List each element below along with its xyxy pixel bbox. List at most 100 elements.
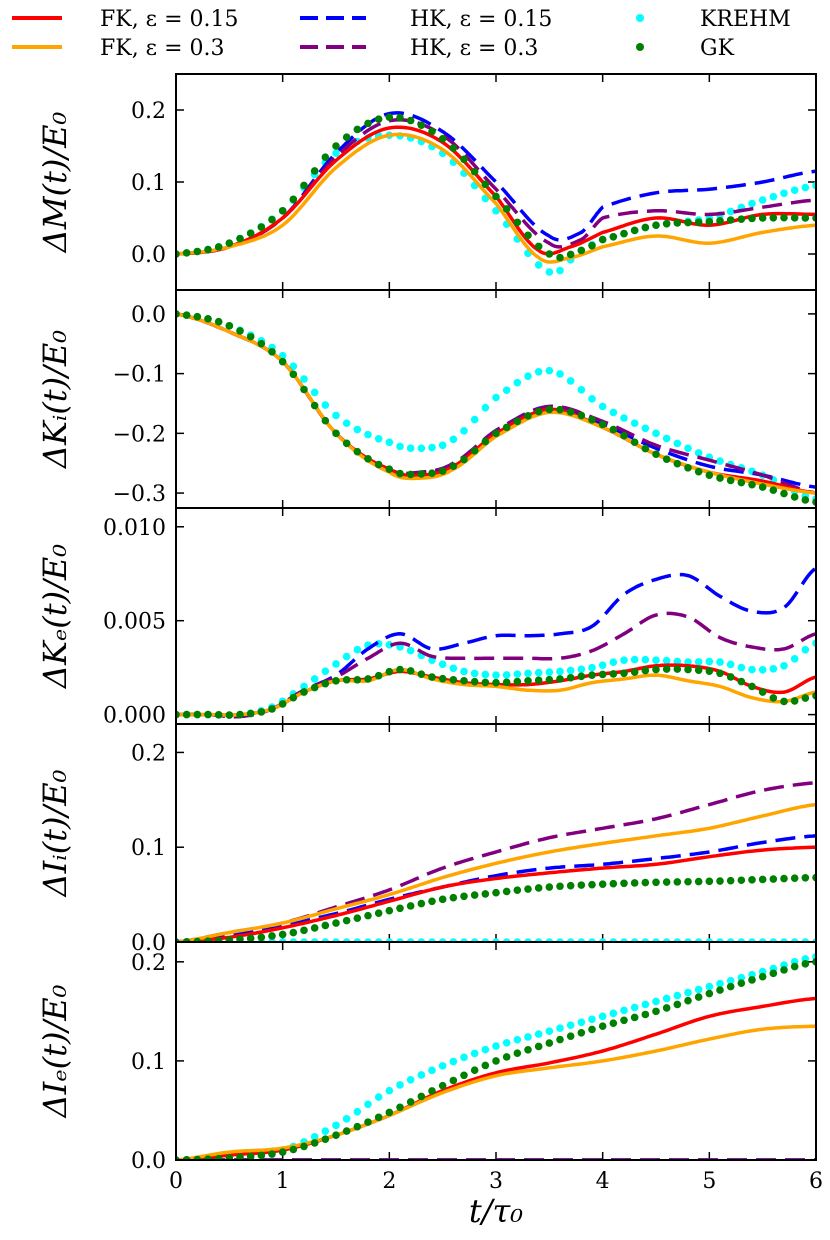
data-point [758, 666, 767, 674]
data-point [460, 677, 468, 685]
y-axis-label: ΔM(t)/E₀ [36, 111, 74, 254]
data-point [321, 667, 330, 676]
data-point [310, 924, 319, 932]
data-point [598, 670, 607, 679]
data-point [492, 192, 500, 201]
data-point [716, 457, 724, 465]
axes-frame [175, 941, 817, 1161]
data-point [385, 1086, 394, 1095]
data-point [524, 411, 532, 420]
data-point [801, 645, 810, 654]
data-point [662, 434, 671, 443]
data-point [662, 455, 671, 463]
data-point [364, 675, 372, 683]
data-point [566, 1021, 575, 1030]
data-point [300, 682, 308, 691]
data-point [705, 667, 714, 676]
data-point [524, 231, 532, 240]
data-point [716, 986, 724, 994]
data-point [374, 671, 383, 680]
data-point [652, 1007, 660, 1016]
data-point [204, 1155, 212, 1160]
data-point [406, 470, 415, 479]
data-point [438, 441, 447, 450]
data-point [236, 935, 244, 942]
legend-entry-gk: GK [636, 36, 735, 61]
data-point [758, 483, 767, 491]
data-point [737, 876, 746, 885]
data-point [534, 407, 543, 416]
data-point [417, 670, 426, 678]
data-point [545, 268, 554, 276]
data-point [598, 1012, 607, 1021]
data-point [332, 142, 340, 150]
data-point [609, 1019, 618, 1027]
data-point [769, 875, 778, 883]
data-point [577, 881, 586, 889]
data-point [342, 675, 351, 684]
data-point [342, 1115, 351, 1123]
data-point [310, 1139, 319, 1147]
data-point [545, 366, 554, 375]
x-tick-label: 6 [809, 1169, 823, 1194]
data-point [332, 919, 340, 927]
data-point [310, 1132, 319, 1141]
data-point [289, 1145, 298, 1154]
legend-swatch [636, 14, 644, 22]
data-point [257, 339, 266, 348]
data-point [545, 668, 554, 676]
axes-frame [175, 723, 817, 943]
data-point [204, 245, 212, 254]
data-point [268, 348, 276, 356]
data-point [556, 266, 564, 275]
data-point [342, 916, 351, 925]
data-point [598, 880, 607, 888]
data-point [673, 991, 682, 1000]
series-gk [176, 958, 816, 1160]
data-point [684, 218, 692, 227]
data-point [694, 666, 703, 674]
data-point [417, 444, 426, 453]
legend: FK, ε = 0.15 FK, ε = 0.3 HK, ε = 0.15 HK, ε… [12, 7, 791, 61]
y-tick-label: 0.2 [131, 951, 166, 976]
data-point [694, 877, 703, 886]
data-point [716, 658, 724, 666]
data-point [534, 884, 543, 892]
data-point [332, 660, 340, 668]
data-point [716, 877, 724, 885]
data-point [588, 1025, 596, 1034]
data-point [780, 661, 788, 670]
panel-5: 0.0 0.1 0.2 ΔIₑ(t)/E₀ 0 1 2 3 4 5 6 [36, 941, 823, 1194]
data-point [492, 678, 500, 687]
data-point [310, 401, 319, 410]
data-point [641, 223, 650, 232]
data-point [566, 377, 575, 385]
data-point [556, 1024, 564, 1033]
data-point [470, 677, 479, 686]
series-group [176, 111, 816, 276]
series-hk-03 [176, 781, 816, 942]
panel-1: 0.0 0.1 0.2 ΔM(t)/E₀ [36, 73, 817, 291]
data-point [502, 1053, 511, 1061]
data-point [620, 229, 628, 238]
y-axis-label: ΔIₑ(t)/E₀ [36, 984, 74, 1119]
series-gk [176, 113, 816, 262]
data-point [641, 666, 650, 675]
data-point [502, 678, 511, 687]
data-point [470, 1066, 479, 1075]
data-point [513, 378, 522, 387]
data-point [428, 673, 436, 681]
data-point [481, 437, 490, 446]
data-point [780, 697, 788, 706]
data-point [289, 370, 298, 379]
data-point [545, 1027, 554, 1035]
data-point [673, 219, 682, 227]
legend-label: FK, ε = 0.3 [100, 36, 225, 61]
data-point [556, 667, 564, 676]
data-point [716, 669, 724, 678]
data-point [577, 672, 586, 681]
data-point [406, 1098, 415, 1106]
data-point [236, 327, 244, 335]
data-point [545, 883, 554, 891]
